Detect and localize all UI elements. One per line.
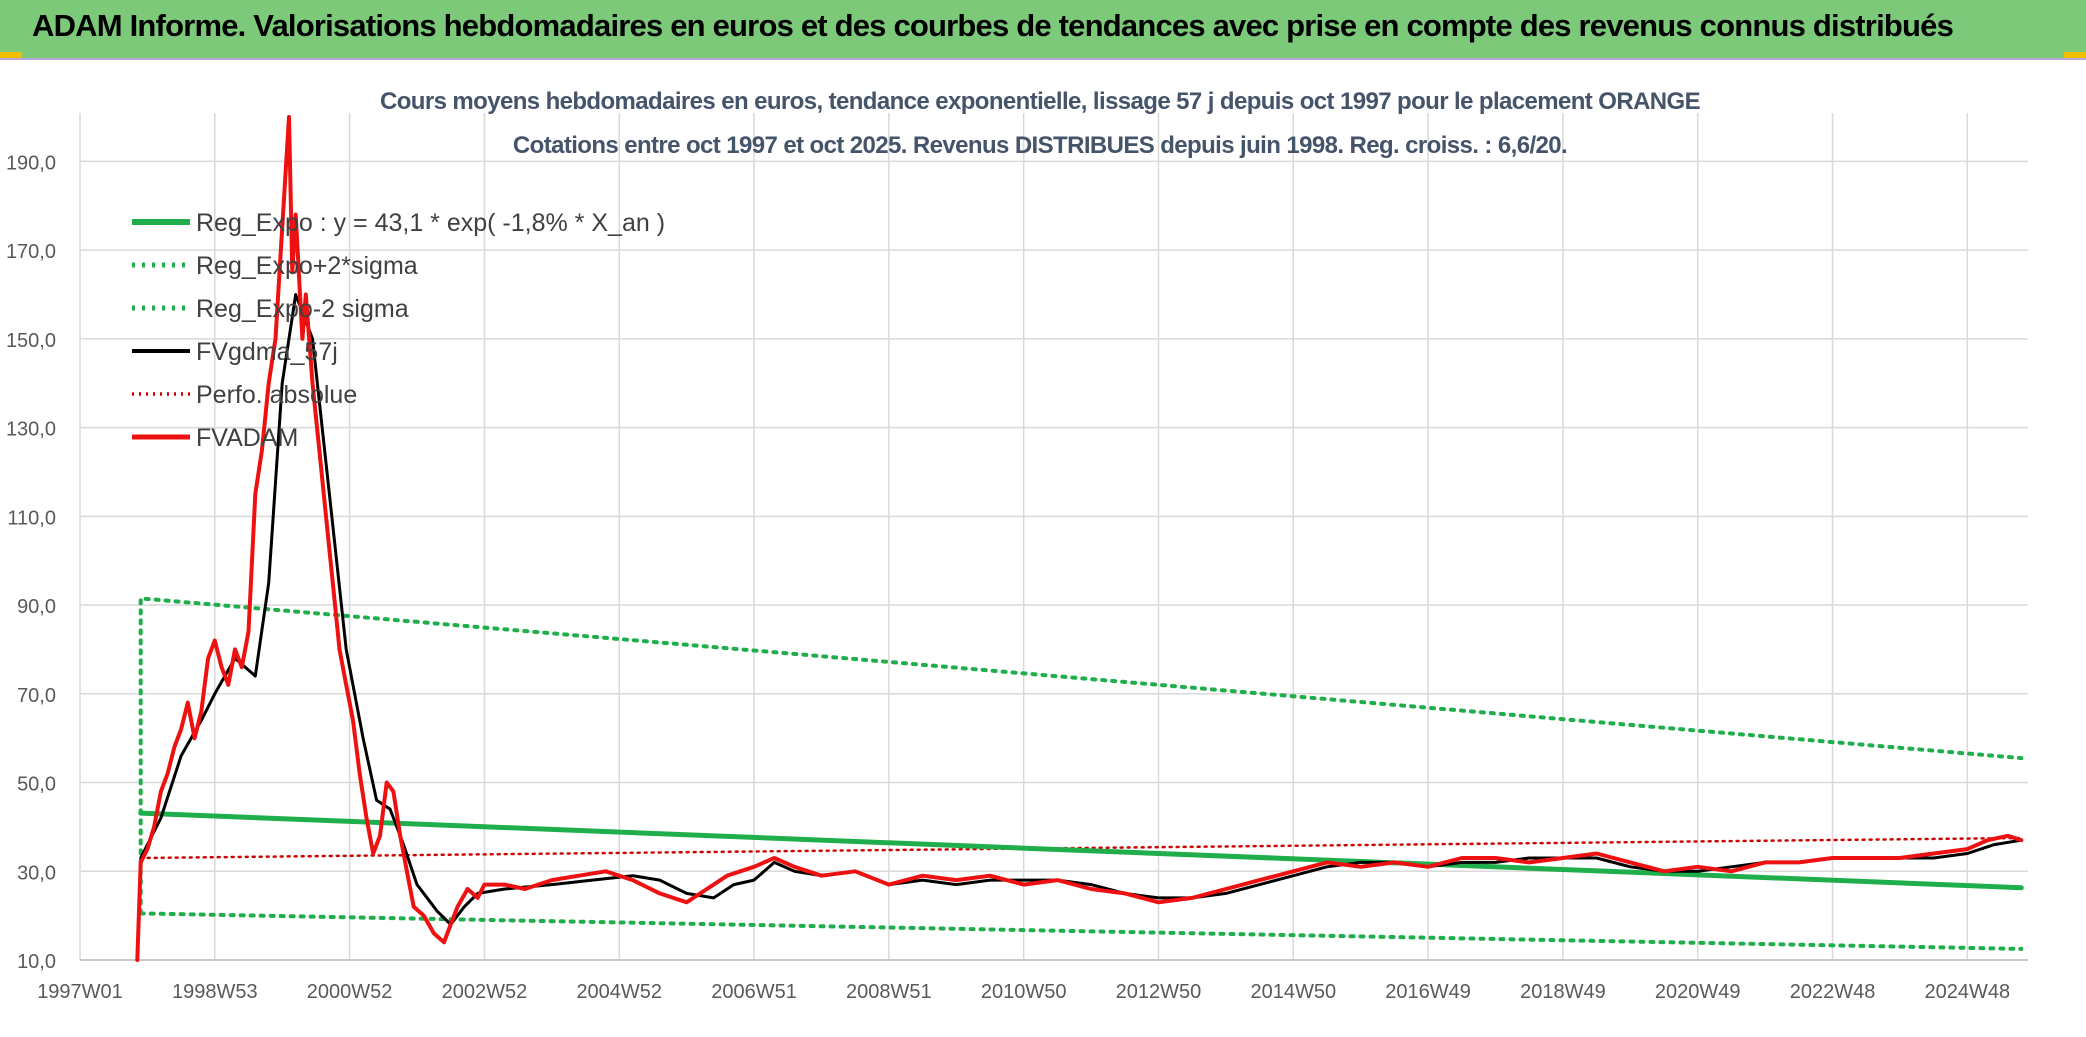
x-tick-label: 2024W48 xyxy=(1925,981,2011,1003)
x-tick-label: 1997W01 xyxy=(37,981,123,1003)
legend-label: FVADAM xyxy=(196,424,298,452)
series-line-dotted-green xyxy=(138,596,2024,916)
legend-label: Reg_Expo : y = 43,1 * exp( -1,8% * X_an … xyxy=(196,209,665,237)
x-tick-label: 2002W52 xyxy=(442,981,528,1003)
x-tick-label: 2004W52 xyxy=(576,981,662,1003)
x-tick-label: 2022W48 xyxy=(1790,981,1876,1003)
y-tick-label: 110,0 xyxy=(7,507,56,529)
series-line-dotted-green xyxy=(138,911,2024,951)
x-tick-label: 2018W49 xyxy=(1520,981,1606,1003)
series-line-solid-black xyxy=(139,293,2023,926)
corner-mark-right xyxy=(2064,52,2086,58)
corner-mark-left xyxy=(0,52,22,58)
x-tick-label: 1998W53 xyxy=(172,981,258,1003)
legend-label: FVgdma_57j xyxy=(196,338,338,366)
series-line-solid-green xyxy=(138,810,2024,891)
y-tick-label: 190,0 xyxy=(6,152,56,174)
y-tick-label: 170,0 xyxy=(6,241,56,263)
report-title: ADAM Informe. Valorisations hebdomadaire… xyxy=(32,8,1954,43)
x-tick-label: 2000W52 xyxy=(307,981,393,1003)
y-tick-label: 30,0 xyxy=(17,862,56,884)
y-tick-label: 10,0 xyxy=(17,951,56,973)
report-banner: ADAM Informe. Valorisations hebdomadaire… xyxy=(0,0,2086,58)
x-tick-label: 2014W50 xyxy=(1250,981,1336,1003)
x-tick-label: 2006W51 xyxy=(711,981,797,1003)
x-tick-label: 2016W49 xyxy=(1385,981,1471,1003)
series-line-solid-red xyxy=(135,115,2024,962)
x-tick-label: 2010W50 xyxy=(981,981,1067,1003)
x-tick-label: 2020W49 xyxy=(1655,981,1741,1003)
y-tick-label: 130,0 xyxy=(6,419,56,441)
y-tick-label: 70,0 xyxy=(17,685,56,707)
y-tick-label: 150,0 xyxy=(6,330,56,352)
chart-subtitle: Cotations entre oct 1997 et oct 2025. Re… xyxy=(512,132,1568,159)
x-tick-label: 2012W50 xyxy=(1116,981,1202,1003)
legend-label: Perfo. absolue xyxy=(196,381,357,409)
frame-divider xyxy=(0,58,2086,60)
chart-title: Cours moyens hebdomadaires en euros, ten… xyxy=(379,88,1701,115)
y-tick-label: 90,0 xyxy=(17,596,56,618)
x-tick-label: 2008W51 xyxy=(846,981,932,1003)
y-tick-label: 50,0 xyxy=(17,774,56,796)
legend-label: Reg_Expo-2 sigma xyxy=(196,295,409,323)
legend-label: Reg_Expo+2*sigma xyxy=(196,252,418,280)
